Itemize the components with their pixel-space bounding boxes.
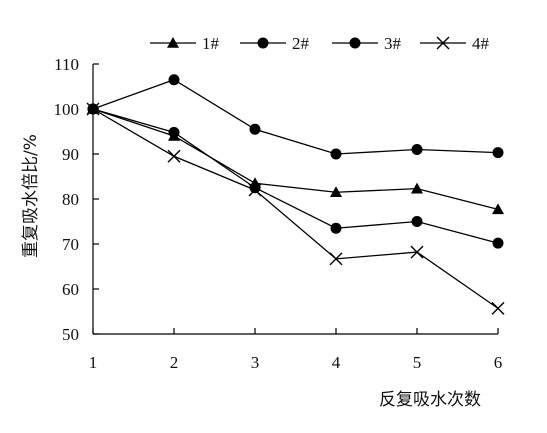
circle-marker [257, 37, 269, 49]
axes: 50 60 70 80 90 100 110 1 2 3 4 5 6 [54, 55, 503, 372]
x-marker [436, 36, 450, 50]
data-point [411, 182, 423, 194]
x-marker-stroke [167, 149, 181, 163]
y-tick-label: 70 [62, 235, 79, 254]
data-point [492, 203, 504, 215]
y-tick-label: 80 [62, 190, 79, 209]
y-axis-title: 重复吸水倍比/% [21, 134, 41, 258]
x-tick-label: 6 [494, 353, 503, 372]
data-point [249, 123, 261, 135]
y-tick-label: 100 [54, 100, 80, 119]
series-line [92, 108, 499, 244]
x-axis-title: 反复吸水次数 [379, 390, 481, 410]
series-3 [87, 103, 504, 249]
data-point [329, 252, 343, 266]
legend: 1# 2# 3# 4# [150, 34, 490, 53]
legend-label: 3# [384, 34, 402, 53]
x-marker-stroke [86, 102, 100, 116]
legend-item-2: 2# [240, 34, 310, 53]
x-tick-label: 4 [332, 353, 341, 372]
data-point [411, 216, 423, 227]
circle-marker [349, 37, 361, 49]
data-point [410, 245, 424, 259]
x-marker-stroke [436, 36, 450, 50]
x-marker-stroke [248, 183, 262, 197]
legend-item-4: 4# [420, 34, 490, 53]
x-marker-stroke [491, 301, 505, 315]
x-tick-label: 2 [170, 353, 179, 372]
data-point [411, 144, 423, 155]
y-tick-label: 110 [54, 55, 79, 74]
data-point [168, 74, 180, 86]
series-2 [87, 74, 504, 160]
data-point [330, 148, 342, 160]
data-point [86, 102, 100, 116]
series-line [92, 79, 499, 155]
data-point [492, 237, 504, 249]
y-tick-label: 50 [62, 325, 79, 344]
x-marker-stroke [410, 245, 424, 259]
series-layer [86, 74, 505, 315]
data-point [249, 182, 261, 194]
y-tick-label: 60 [62, 280, 79, 299]
x-marker-stroke [329, 252, 343, 266]
data-point [168, 126, 180, 138]
data-point [248, 183, 262, 197]
series-1 [87, 103, 504, 215]
data-point [491, 301, 505, 315]
legend-label: 4# [472, 34, 490, 53]
x-tick-label: 5 [413, 353, 422, 372]
legend-item-1: 1# [150, 34, 220, 53]
data-point [330, 222, 342, 234]
x-tick-label: 1 [89, 353, 98, 372]
data-point [167, 149, 181, 163]
x-tick-label: 3 [251, 353, 260, 372]
series-line [92, 108, 499, 210]
data-point [330, 186, 342, 198]
legend-item-3: 3# [332, 34, 402, 53]
series-4 [86, 102, 505, 315]
y-tick-label: 90 [62, 145, 79, 164]
triangle-marker [167, 37, 179, 48]
legend-label: 1# [202, 34, 220, 53]
data-point [492, 147, 504, 159]
legend-label: 2# [292, 34, 310, 53]
series-line [92, 108, 499, 309]
